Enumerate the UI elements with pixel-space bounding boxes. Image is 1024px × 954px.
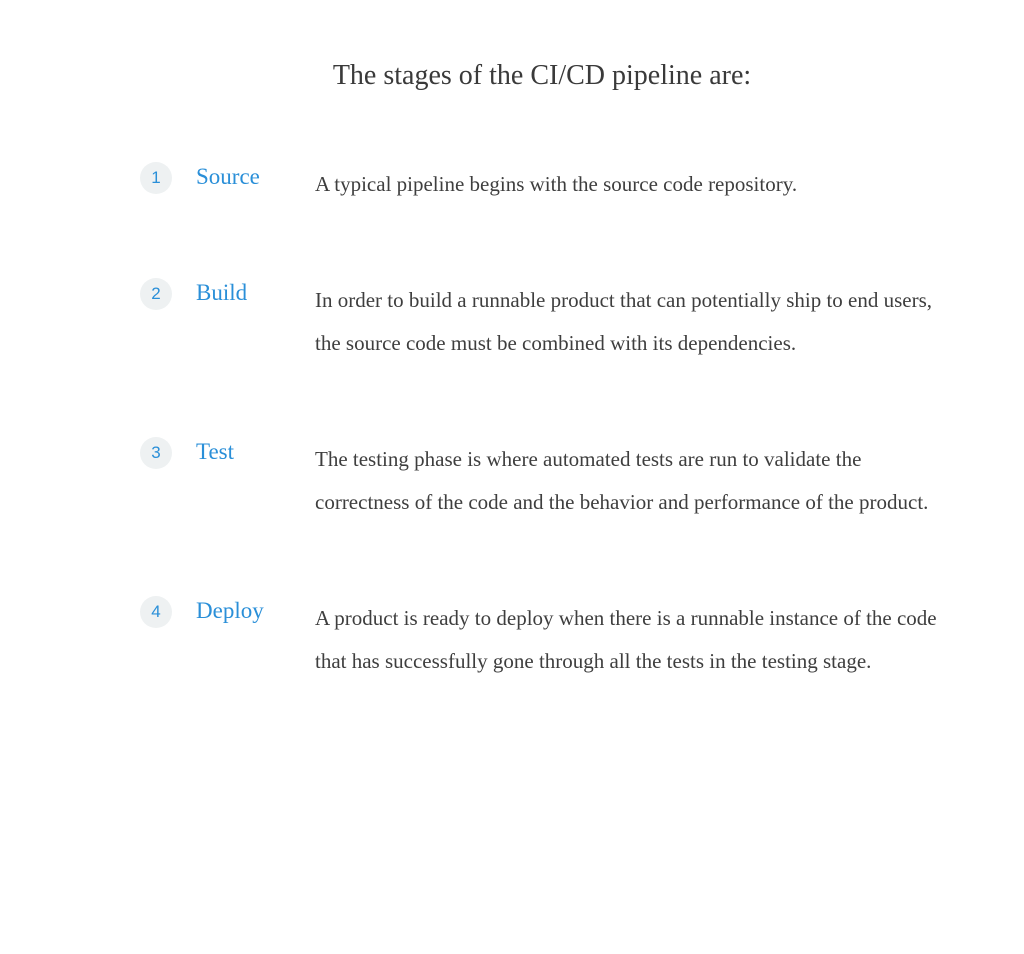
stage-description: The testing phase is where automated tes… [315, 437, 944, 524]
stage-row: 4 Deploy A product is ready to deploy wh… [140, 596, 944, 683]
stage-label: Test [196, 437, 291, 467]
stage-label: Deploy [196, 596, 291, 626]
stage-number-badge: 4 [140, 596, 172, 628]
stage-description: A typical pipeline begins with the sourc… [315, 162, 944, 206]
stage-row: 1 Source A typical pipeline begins with … [140, 162, 944, 206]
stage-number-badge: 2 [140, 278, 172, 310]
stage-description: A product is ready to deploy when there … [315, 596, 944, 683]
stage-number-badge: 3 [140, 437, 172, 469]
stage-number-badge: 1 [140, 162, 172, 194]
stage-label: Source [196, 162, 291, 192]
stage-label: Build [196, 278, 291, 308]
page-title: The stages of the CI/CD pipeline are: [140, 60, 944, 92]
stages-list: 1 Source A typical pipeline begins with … [140, 162, 944, 683]
stage-row: 3 Test The testing phase is where automa… [140, 437, 944, 524]
stage-description: In order to build a runnable product tha… [315, 278, 944, 365]
stage-row: 2 Build In order to build a runnable pro… [140, 278, 944, 365]
